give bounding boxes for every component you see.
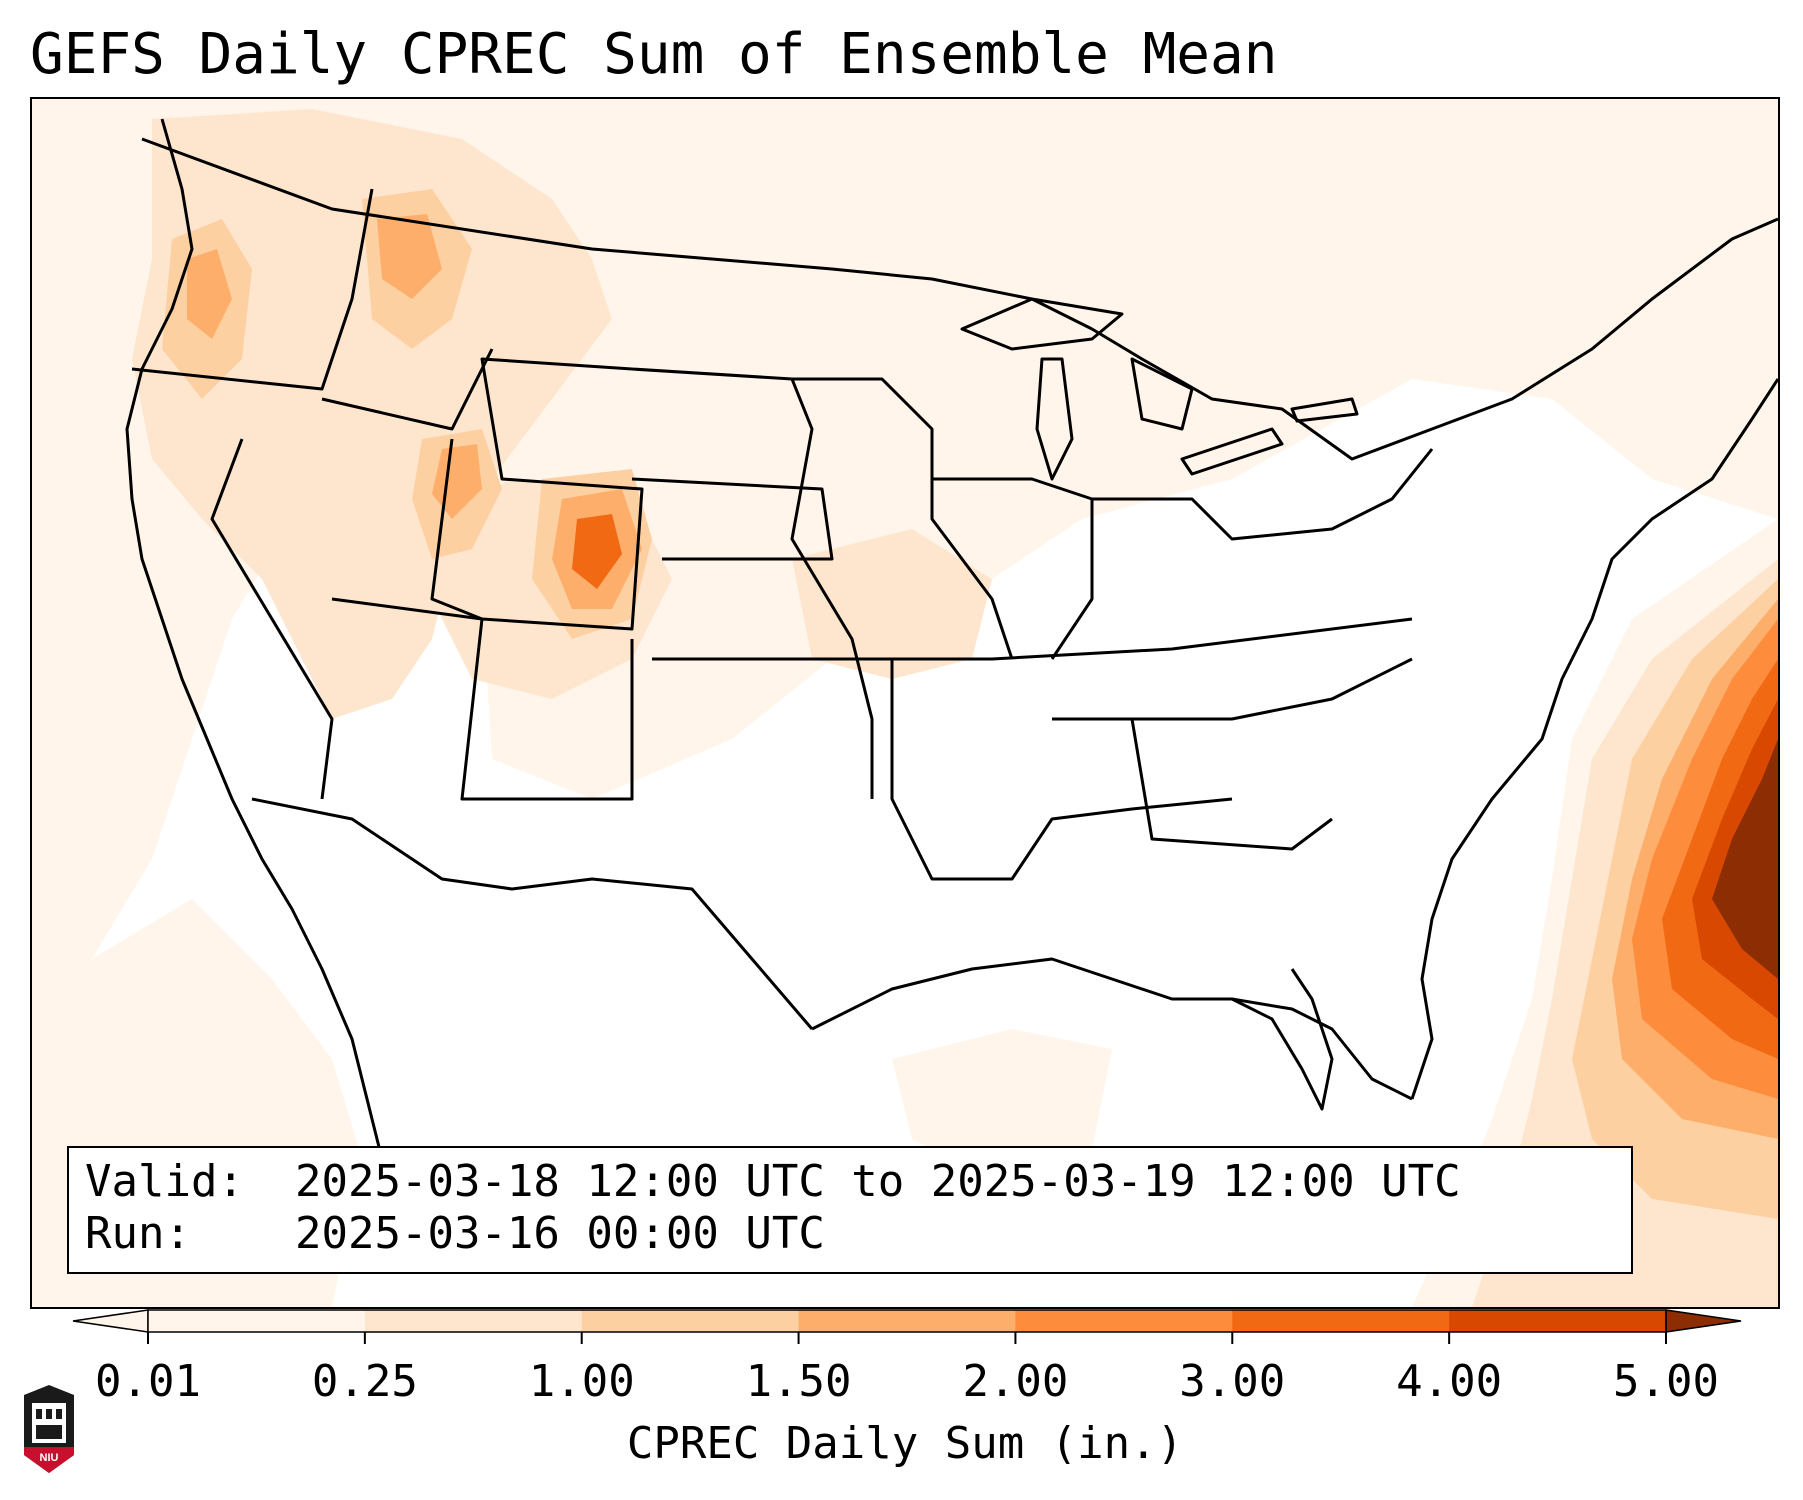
precip-area-northwest-light (132, 109, 612, 719)
precip-area-oregon-heavy (187, 249, 232, 339)
colorbar-segment (364, 1310, 583, 1332)
map-borders (125, 118, 1778, 1200)
florida (1231, 968, 1334, 1111)
valid-label: Valid: (85, 1156, 244, 1207)
border-west-interior-3 (321, 348, 494, 431)
border-four-corners (331, 597, 634, 801)
colorbar-outline (147, 1309, 1667, 1333)
colorbar-segment (148, 1310, 366, 1332)
coastline-west (125, 118, 394, 1200)
border-west-interior-1 (131, 188, 374, 391)
colorbar-tick-label: 1.00 (528, 1356, 635, 1407)
border-plains-2 (631, 477, 834, 561)
colorbar-segment (798, 1310, 1016, 1332)
coastline-east (1410, 378, 1778, 1100)
colorbar-tick-label: 2.00 (962, 1356, 1069, 1407)
valid-value: 2025-03-18 12:00 UTC to 2025-03-19 12:00… (295, 1156, 1461, 1207)
run-info-box: Valid: 2025-03-18 12:00 UTC to 2025-03-19… (67, 1146, 1633, 1274)
colorbar-segment (581, 1310, 800, 1332)
run-line: Run: 2025-03-16 00:00 UTC (85, 1208, 825, 1260)
great-lake-ontario (1290, 397, 1359, 423)
border-midwest (792, 377, 1014, 660)
precip-map (32, 99, 1778, 1307)
border-rockies (430, 357, 644, 631)
great-lake-erie (1180, 427, 1284, 476)
colorbar-tick-label: 0.01 (95, 1356, 201, 1407)
precip-area-north-central (452, 99, 1778, 799)
precip-area-idaho-heavy (377, 214, 442, 299)
colorbar-tick-label: 5.00 (1613, 1356, 1719, 1407)
colorbar (72, 1309, 1742, 1344)
border-southeast (1052, 657, 1413, 721)
border-east (1092, 448, 1434, 541)
colorbar-extend-low (72, 1309, 149, 1333)
map-panel (30, 97, 1780, 1309)
border-south (890, 659, 1233, 881)
coastline-gulf (811, 957, 1413, 1101)
niu-logo: NIU (24, 1385, 74, 1473)
colorbar-tick-label: 0.25 (311, 1356, 418, 1407)
colorbar-extend-high (1665, 1309, 1742, 1333)
map-title: GEFS Daily CPREC Sum of Ensemble Mean (30, 22, 1278, 87)
colorbar-segment (1449, 1310, 1667, 1332)
precip-area-gulf (892, 1029, 1112, 1179)
precip-area-plains-light (792, 529, 992, 679)
border-west-interior-2 (210, 438, 334, 800)
precip-area-colorado-2in (572, 514, 622, 589)
svg-text:NIU: NIU (40, 1452, 59, 1464)
colorbar-label: CPREC Daily Sum (in.) (626, 1418, 1184, 1469)
valid-line: Valid: 2025-03-18 12:00 UTC to 2025-03-19… (85, 1156, 1461, 1208)
border-plains-3 (652, 617, 1413, 661)
run-label: Run: (85, 1208, 191, 1259)
great-lake-huron (1130, 357, 1194, 431)
great-lake-superior (960, 297, 1124, 351)
precip-shading (32, 99, 1778, 1307)
great-lake-michigan (1035, 357, 1074, 481)
colorbar-segment (1232, 1310, 1450, 1332)
run-value: 2025-03-16 00:00 UTC (295, 1208, 825, 1259)
border-southeast-2 (1130, 718, 1333, 851)
precip-area-atlantic-5in (1712, 739, 1778, 979)
colorbar-tick-label: 3.00 (1179, 1356, 1286, 1407)
colorbar-tick-label: 4.00 (1396, 1356, 1503, 1407)
colorbar-segment (1015, 1310, 1233, 1332)
colorbar-tick-label: 1.50 (745, 1356, 852, 1407)
border-mexico (251, 797, 814, 1030)
